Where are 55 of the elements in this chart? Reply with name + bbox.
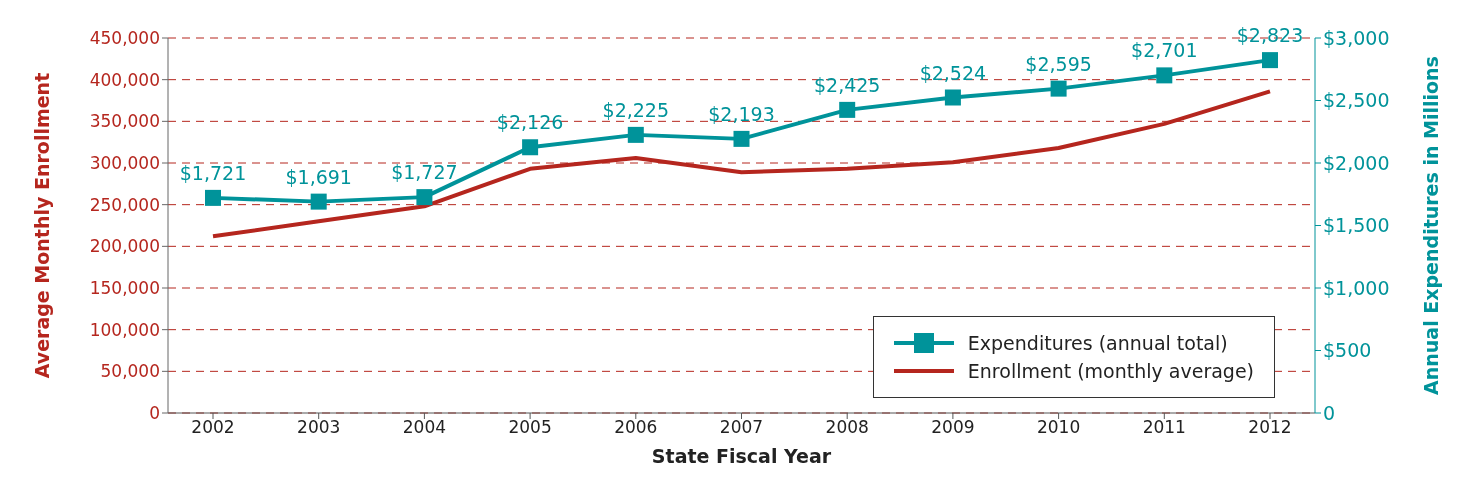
point	[627, 126, 644, 143]
y2-tick-label: $3,000	[1323, 26, 1390, 49]
data-label: $2,193	[708, 102, 775, 125]
y2-tick-label: $2,000	[1323, 151, 1390, 174]
y-tick-label: 0	[149, 403, 160, 424]
y2-tick-label: $1,000	[1323, 276, 1390, 299]
legend-label: Enrollment (monthly average)	[967, 360, 1254, 382]
y2-tick-label: $2,500	[1323, 89, 1390, 112]
point	[310, 193, 327, 210]
x-axis-title: State Fiscal Year	[651, 445, 832, 467]
y2-axis-title: Annual Expenditures in Millions	[1420, 56, 1442, 395]
y-tick-label: 200,000	[89, 236, 160, 257]
legend-label: Expenditures (annual total)	[967, 332, 1228, 354]
y2-tick-label: $1,500	[1323, 214, 1390, 237]
y2-tick-label: $500	[1323, 339, 1372, 362]
x-tick-label: 2008	[825, 417, 869, 438]
y-tick-label: 100,000	[89, 319, 160, 340]
y-axis-title: Average Monthly Enrollment	[31, 72, 53, 379]
point	[205, 189, 221, 206]
x-tick-label: 2006	[614, 417, 658, 438]
data-label: $2,595	[1025, 52, 1092, 75]
x-tick-label: 2003	[297, 417, 341, 438]
data-label: $1,721	[179, 161, 247, 184]
y-tick-label: 50,000	[100, 361, 160, 382]
x-tick-label: 2004	[402, 417, 447, 438]
point	[1050, 80, 1067, 97]
point	[416, 189, 433, 206]
data-label: $2,126	[496, 111, 564, 134]
x-tick-label: 2009	[931, 417, 975, 438]
y-tick-label: 300,000	[89, 153, 160, 174]
data-label: $1,691	[285, 165, 352, 188]
x-tick-label: 2012	[1248, 417, 1292, 438]
point	[944, 89, 961, 106]
y-tick-label: 250,000	[89, 194, 160, 215]
y2-tick-label: 0	[1323, 401, 1336, 424]
data-label: $2,524	[919, 61, 987, 84]
x-tick-label: 2010	[1036, 417, 1081, 438]
y-tick-label: 150,000	[89, 278, 160, 299]
point	[839, 101, 856, 118]
point	[1156, 67, 1173, 84]
data-label: $2,425	[813, 73, 881, 96]
point	[522, 139, 539, 156]
data-label: $1,727	[391, 161, 458, 184]
y-tick-label: 350,000	[89, 111, 160, 132]
y-tick-label: 450,000	[89, 28, 160, 49]
data-label: $2,701	[1131, 39, 1198, 62]
x-tick-label: 2002	[191, 417, 235, 438]
y-tick-label: 400,000	[89, 69, 160, 90]
data-label: $2,823	[1236, 24, 1304, 47]
data-label: $2,225	[602, 98, 670, 121]
point	[733, 130, 750, 147]
x-tick-label: 2011	[1142, 417, 1186, 438]
x-tick-label: 2005	[508, 417, 552, 438]
x-tick-label: 2007	[719, 417, 764, 438]
point	[1262, 52, 1278, 69]
